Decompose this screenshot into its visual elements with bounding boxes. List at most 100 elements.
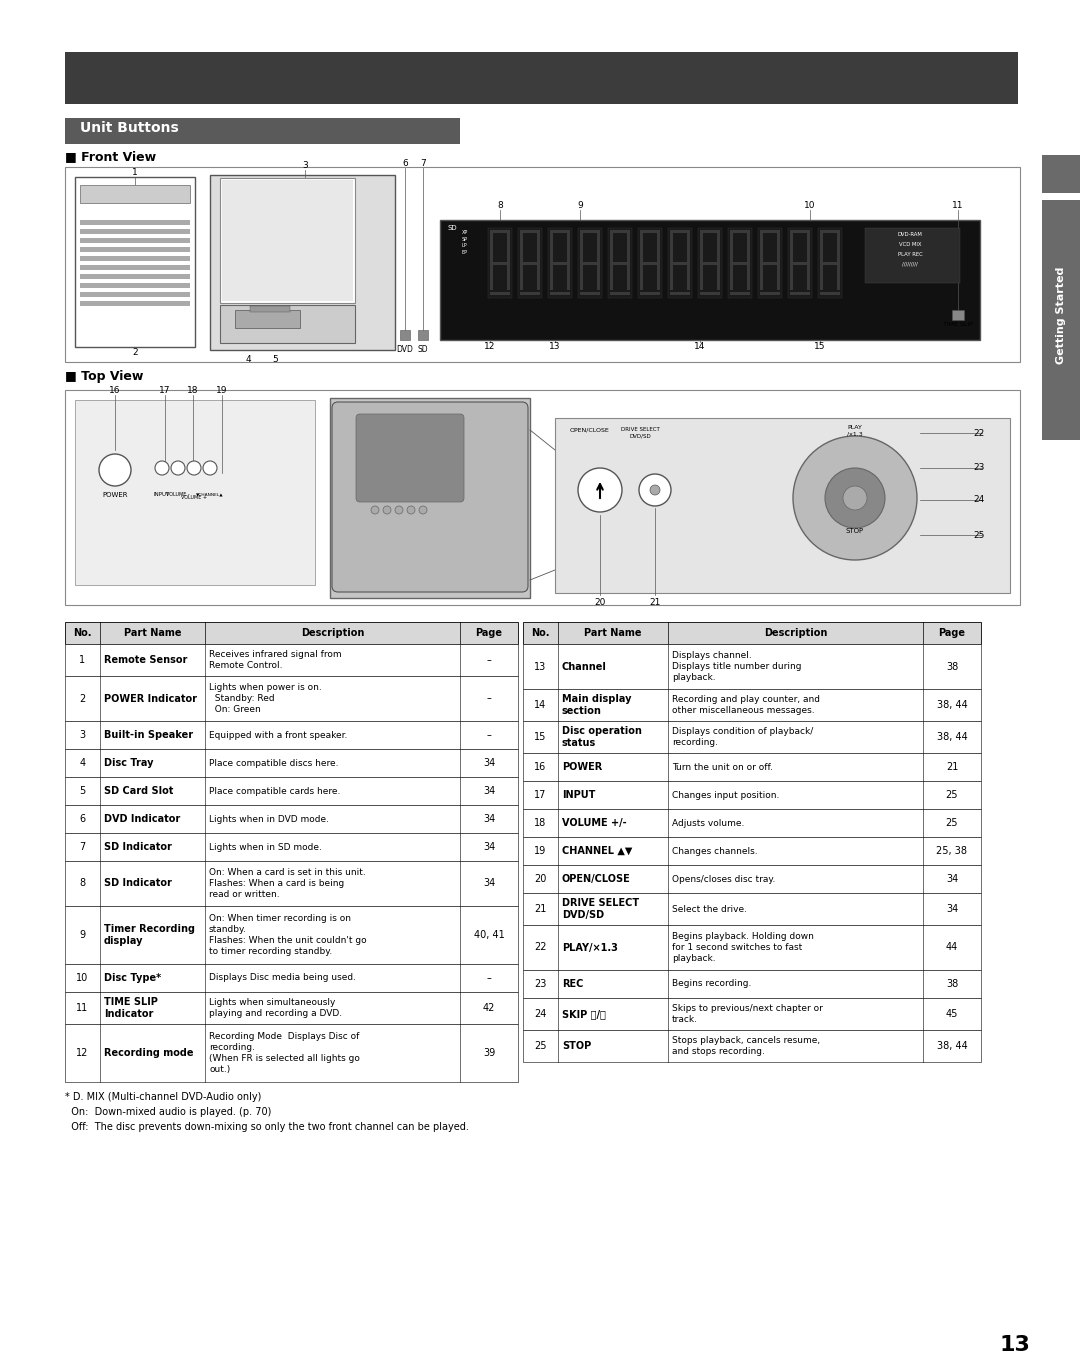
Bar bbox=[80, 274, 190, 279]
Bar bbox=[669, 228, 692, 298]
Circle shape bbox=[407, 506, 415, 514]
Bar bbox=[65, 390, 1020, 605]
Bar bbox=[608, 228, 632, 298]
Text: INPUT: INPUT bbox=[562, 791, 595, 800]
Text: 20: 20 bbox=[535, 874, 546, 885]
Bar bbox=[518, 228, 542, 298]
Bar bbox=[80, 239, 190, 243]
Text: track.: track. bbox=[672, 1015, 698, 1024]
Text: VOLUME +: VOLUME + bbox=[181, 495, 207, 500]
Text: 34: 34 bbox=[483, 814, 495, 825]
Text: Recording Mode  Displays Disc of: Recording Mode Displays Disc of bbox=[210, 1032, 360, 1041]
Bar bbox=[698, 228, 723, 298]
Bar bbox=[523, 970, 981, 998]
Bar bbox=[789, 292, 810, 294]
Text: DVD Indicator: DVD Indicator bbox=[104, 814, 180, 825]
Text: 22: 22 bbox=[974, 428, 985, 438]
Bar bbox=[523, 622, 981, 643]
Text: –: – bbox=[487, 731, 491, 740]
Text: Recording mode: Recording mode bbox=[104, 1048, 193, 1058]
Text: Displays channel.: Displays channel. bbox=[672, 652, 752, 660]
Text: On: Green: On: Green bbox=[210, 705, 260, 714]
Text: TIME SLIP: TIME SLIP bbox=[943, 322, 973, 327]
Text: other miscellaneous messages.: other miscellaneous messages. bbox=[672, 706, 814, 716]
Bar bbox=[610, 230, 630, 233]
Bar bbox=[728, 228, 752, 298]
Text: 18: 18 bbox=[187, 386, 199, 395]
Bar bbox=[65, 52, 1018, 104]
Bar bbox=[670, 230, 690, 233]
Bar bbox=[818, 228, 842, 298]
Text: SD: SD bbox=[418, 345, 429, 354]
Circle shape bbox=[187, 461, 201, 474]
Bar bbox=[758, 228, 782, 298]
Text: and stops recording.: and stops recording. bbox=[672, 1047, 765, 1056]
Bar bbox=[65, 643, 518, 676]
Text: 15: 15 bbox=[535, 732, 546, 741]
Text: * D. MIX (Multi-channel DVD-Audio only)
  On:  Down-mixed audio is played. (p. 7: * D. MIX (Multi-channel DVD-Audio only) … bbox=[65, 1092, 469, 1131]
Text: 34: 34 bbox=[483, 786, 495, 796]
FancyBboxPatch shape bbox=[356, 414, 464, 502]
Bar bbox=[580, 230, 583, 290]
Bar bbox=[789, 230, 793, 290]
Bar bbox=[519, 292, 540, 294]
Bar bbox=[820, 292, 840, 294]
Bar bbox=[865, 228, 960, 284]
Text: 13: 13 bbox=[535, 661, 546, 672]
Bar bbox=[730, 262, 750, 264]
Text: 6: 6 bbox=[80, 814, 85, 825]
Text: Disc operation: Disc operation bbox=[562, 726, 642, 736]
Circle shape bbox=[156, 461, 168, 474]
Text: XP
SP
LP
EP: XP SP LP EP bbox=[462, 230, 469, 255]
Circle shape bbox=[372, 506, 379, 514]
Text: STOP: STOP bbox=[846, 527, 864, 534]
Bar bbox=[519, 262, 540, 264]
Text: 17: 17 bbox=[535, 791, 546, 800]
Text: 11: 11 bbox=[953, 200, 963, 210]
Text: Select the drive.: Select the drive. bbox=[672, 905, 747, 913]
Text: 25: 25 bbox=[974, 530, 985, 540]
Bar bbox=[788, 228, 812, 298]
Bar bbox=[820, 230, 823, 290]
Text: section: section bbox=[562, 706, 602, 716]
Bar bbox=[65, 1024, 518, 1082]
Bar bbox=[523, 893, 981, 925]
Text: Lights when in SD mode.: Lights when in SD mode. bbox=[210, 842, 322, 852]
Bar bbox=[75, 399, 315, 585]
Text: 16: 16 bbox=[109, 386, 121, 395]
Bar bbox=[550, 292, 570, 294]
Bar bbox=[523, 810, 981, 837]
Text: 25: 25 bbox=[535, 1041, 546, 1051]
Text: Recording and play counter, and: Recording and play counter, and bbox=[672, 695, 820, 705]
Text: 1: 1 bbox=[80, 656, 85, 665]
Bar bbox=[640, 292, 660, 294]
Text: 40, 41: 40, 41 bbox=[474, 930, 504, 940]
Text: 10: 10 bbox=[805, 200, 815, 210]
Bar bbox=[80, 284, 190, 288]
Bar bbox=[548, 228, 572, 298]
Bar bbox=[523, 643, 981, 690]
Bar bbox=[249, 307, 291, 312]
Bar bbox=[687, 230, 690, 290]
Bar bbox=[951, 309, 964, 320]
Text: OPEN/CLOSE: OPEN/CLOSE bbox=[570, 427, 610, 432]
Text: Skips to previous/next chapter or: Skips to previous/next chapter or bbox=[672, 1005, 823, 1013]
Text: Lights when simultaneously: Lights when simultaneously bbox=[210, 998, 336, 1007]
Bar bbox=[730, 292, 750, 294]
Text: Description: Description bbox=[764, 628, 827, 638]
Bar bbox=[670, 292, 690, 294]
Circle shape bbox=[395, 506, 403, 514]
Bar bbox=[670, 262, 690, 264]
Bar bbox=[627, 230, 630, 290]
Text: 11: 11 bbox=[77, 1003, 89, 1013]
Text: No.: No. bbox=[531, 628, 550, 638]
Text: POWER: POWER bbox=[562, 762, 603, 771]
Bar bbox=[610, 292, 630, 294]
Text: Displays Disc media being used.: Displays Disc media being used. bbox=[210, 973, 356, 983]
Bar bbox=[837, 230, 840, 290]
Text: 2: 2 bbox=[132, 348, 138, 357]
Bar bbox=[65, 119, 460, 144]
Bar bbox=[640, 262, 660, 264]
Bar bbox=[610, 230, 613, 290]
Text: recording.: recording. bbox=[672, 737, 718, 747]
